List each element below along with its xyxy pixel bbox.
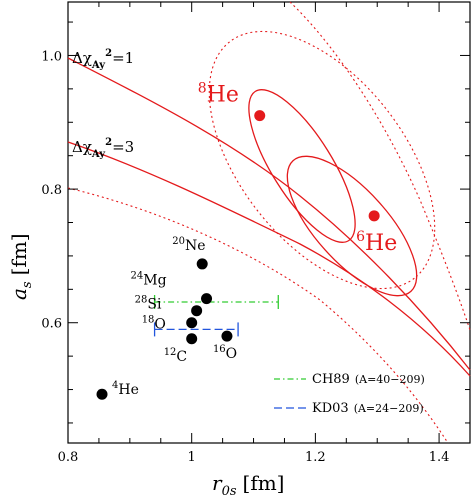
label-16o: 16O [213,344,237,362]
label-6he: 6He [356,229,397,256]
point-16o [221,330,233,342]
chi1-label: ΔχAy2=1 [72,48,134,71]
point-6he [368,210,380,222]
point-12c [186,333,198,345]
systematics-errorbars [153,295,279,337]
legend-ch89-label: CH89 (A=40−209) [312,372,425,387]
data-points [96,110,380,400]
tick-labels: 0.8 1 1.2 1.4 0.6 0.8 1.0 [41,49,449,465]
y-tick-label: 0.6 [41,317,62,332]
chi3-label: ΔχAy2=3 [72,137,134,160]
confidence-regions [67,1,471,444]
y-tick-label: 1.0 [41,49,62,64]
x-tick-label: 1 [188,450,196,465]
point-4he [96,388,108,400]
label-18o: 18O [142,315,166,333]
he6-chi1-ellipse [286,155,418,297]
label-28si: 28Si [135,295,162,313]
label-12c: 12C [164,347,187,365]
point-8he [254,110,266,122]
x-axis-title: r0s [fm] [212,471,285,499]
label-20ne: 20Ne [172,236,205,254]
point-18o [186,317,198,329]
x-tick-label: 1.4 [429,450,450,465]
point-labels: 4He 12C 16O 18O 28Si 24Mg 20Ne 8He 6He [112,81,397,399]
label-8he: 8He [198,81,239,108]
point-20ne [196,258,208,270]
axis-ticks [67,2,471,443]
he8-chi1-ellipse [248,89,356,243]
label-24mg: 24Mg [131,271,167,289]
y-axis-title: as[fm] [7,233,35,300]
chi1-band-upper [67,57,471,371]
chi3-band-upper [289,1,471,331]
x-tick-label: 1.2 [305,450,326,465]
point-28si [191,305,203,317]
y-tick-label: 0.8 [41,183,62,198]
chi1-band-lower [67,141,471,377]
chi3-band-lower [67,187,449,444]
he8-chi3-ellipse [208,30,436,290]
legend: CH89 (A=40−209) KD03 (A=24−209) [274,372,425,416]
x-tick-label: 0.8 [58,450,79,465]
point-24mg [201,293,213,305]
label-4he: 4He [112,380,139,398]
legend-kd03-label: KD03 (A=24−209) [312,401,424,416]
